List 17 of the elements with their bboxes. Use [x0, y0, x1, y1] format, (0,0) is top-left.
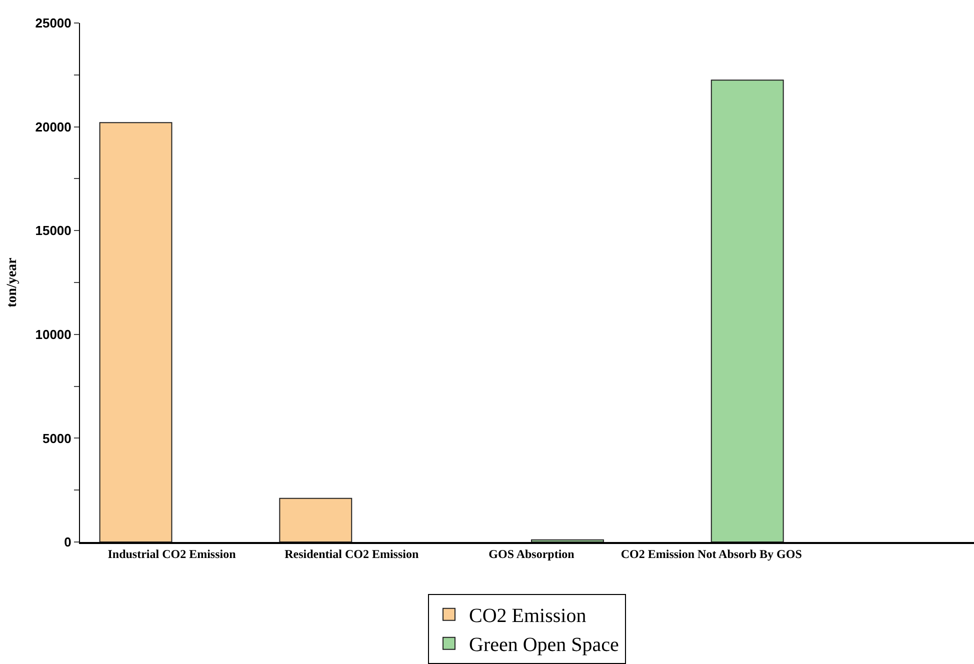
x-tick-label: CO2 Emission Not Absorb By GOS	[620, 547, 802, 562]
y-tick-label: 20000	[35, 119, 72, 134]
bar	[279, 498, 352, 542]
x-tick-label: GOS Absorption	[488, 547, 575, 562]
y-tick-label: 25000	[35, 16, 72, 31]
x-tick-label: Residential CO2 Emission	[284, 547, 419, 562]
y-tick-label: 15000	[35, 223, 72, 238]
y-tick-label: 0	[64, 534, 72, 550]
y-tick-label: 10000	[35, 326, 72, 342]
legend-label: Green Open Space	[469, 634, 620, 656]
bar	[531, 539, 604, 542]
y-axis-title: ton/year	[4, 258, 20, 308]
x-tick-label: Industrial CO2 Emission	[108, 547, 236, 562]
legend-label: CO2 Emission	[469, 605, 586, 628]
bar	[710, 80, 784, 542]
bar	[99, 122, 172, 542]
y-tick-label: 5000	[42, 430, 72, 446]
